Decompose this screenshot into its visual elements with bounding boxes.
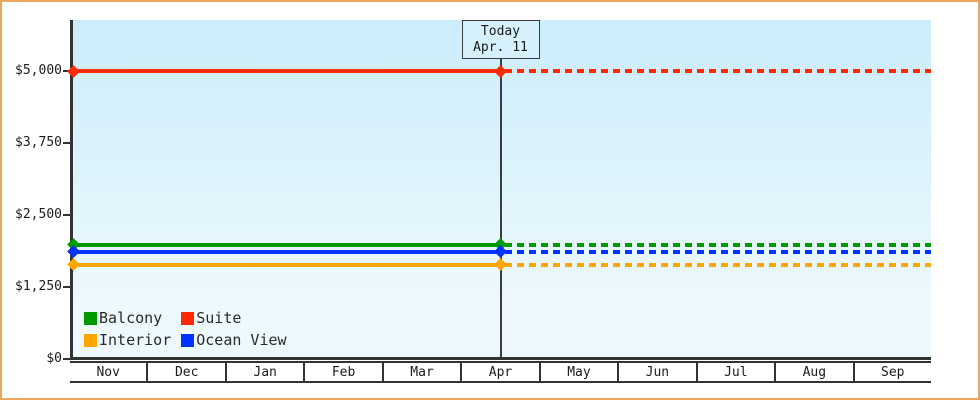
today-label-line1: Today [480, 23, 521, 39]
today-label-line2: Apr. 11 [473, 39, 528, 55]
series-line-solid-balcony [73, 242, 501, 247]
y-axis-tick-label: $0 [46, 351, 62, 366]
y-axis-tick-mark [63, 214, 71, 216]
series-line-solid-ocean-view [73, 249, 501, 254]
y-axis-tick-mark [63, 286, 71, 288]
x-axis-month-cell: Jan [224, 363, 303, 381]
series-line-dashed-interior [504, 262, 931, 267]
y-axis-tick-mark [63, 358, 71, 360]
legend-swatch [181, 334, 195, 347]
legend-swatch [84, 334, 97, 347]
x-axis-month-cell: May [538, 363, 617, 381]
legend-swatch [84, 312, 97, 325]
legend-label: Ocean View [196, 331, 287, 349]
x-axis-month-cell: Feb [303, 363, 381, 381]
y-axis-tick-label: $5,000 [15, 63, 62, 78]
legend-label: Interior [99, 331, 172, 349]
legend-item-suite: Suite [181, 310, 286, 327]
x-axis-month-cell: Jul [695, 363, 774, 381]
y-axis-tick-label: $2,500 [15, 207, 62, 222]
legend-item-ocean-view: Ocean View [181, 331, 287, 349]
series-line-dashed-balcony [504, 242, 931, 247]
legend-item-balcony: Balcony [84, 310, 171, 327]
series-line-solid-suite [73, 69, 501, 73]
series-line-dashed-suite [504, 69, 931, 73]
x-axis-month-cell: Jun [617, 363, 695, 381]
y-axis-tick-label: $3,750 [15, 135, 62, 150]
y-axis-tick-label: $1,250 [15, 279, 62, 294]
x-axis-month-cell: Apr [460, 363, 538, 381]
legend-label: Balcony [99, 309, 163, 327]
x-axis-month-cell: Mar [381, 363, 460, 381]
legend-label: Suite [196, 309, 242, 327]
x-axis-month-cell: Sep [852, 363, 931, 381]
x-axis-month-cell: Dec [146, 363, 224, 381]
x-axis-month-cell: Aug [774, 363, 852, 381]
legend: Balcony Suite Interior Ocean View [84, 310, 287, 349]
plot-area [73, 20, 931, 359]
legend-item-interior: Interior [84, 332, 171, 349]
legend-swatch [181, 312, 195, 325]
series-line-dashed-ocean-view [504, 249, 931, 254]
y-axis-tick-mark [63, 142, 71, 144]
y-axis-line [70, 20, 73, 360]
today-line [499, 59, 502, 359]
today-label-box: Today Apr. 11 [461, 20, 540, 59]
x-axis-month-band: Nov Dec Jan Feb Mar Apr May Jun Jul Aug Sep [70, 361, 931, 383]
series-line-solid-interior [73, 262, 501, 267]
x-axis-month-cell: Nov [96, 364, 120, 380]
x-axis-line [70, 357, 931, 360]
